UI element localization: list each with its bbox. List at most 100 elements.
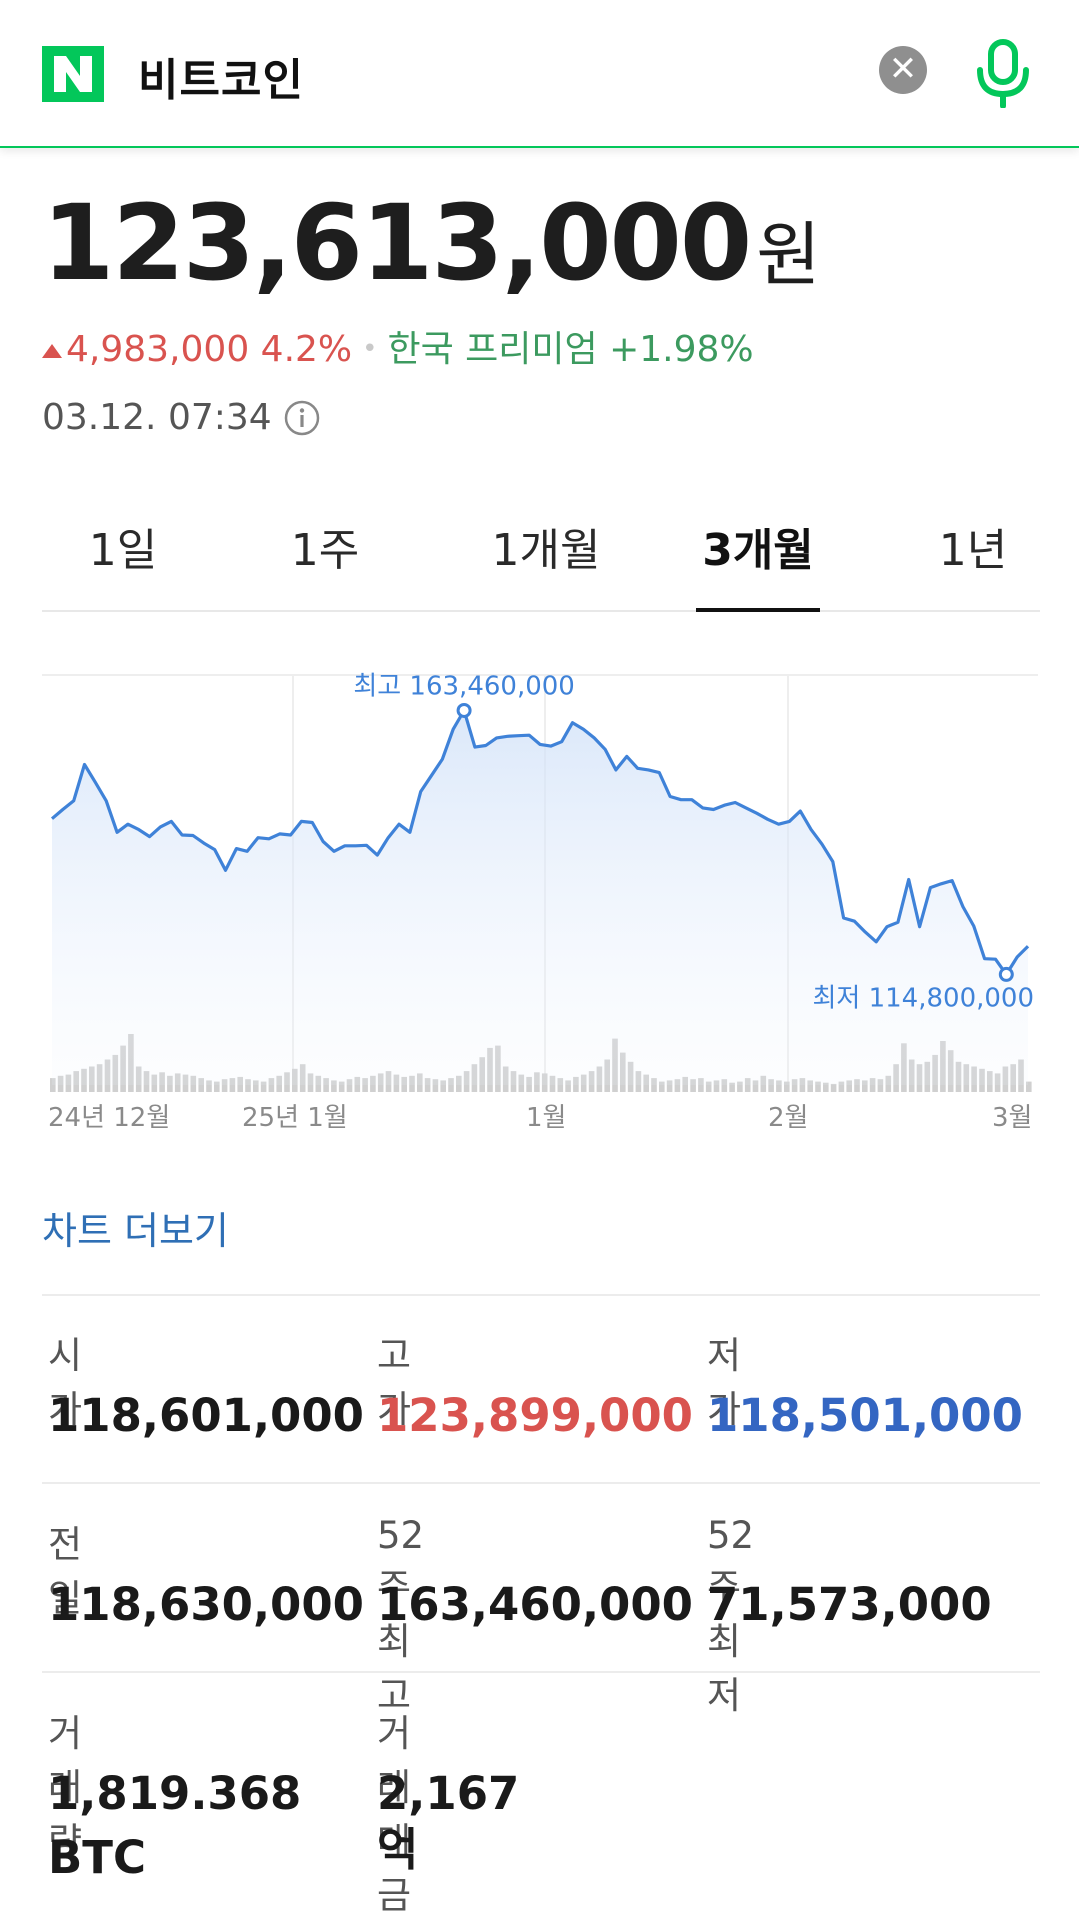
x-tick-label: 3월 — [992, 1103, 1032, 1133]
stat-open-value: 118,601,000 — [48, 1389, 364, 1442]
high-marker — [456, 702, 472, 718]
up-triangle-icon — [42, 344, 62, 358]
stat-trade-amount-value: 2,167억 — [377, 1767, 520, 1876]
price-chart[interactable]: 최고 163,460,000 최저 114,800,000 24년 12월 25… — [0, 640, 1079, 1160]
volume-bar — [791, 1079, 798, 1092]
chart-more-link[interactable]: 차트 더보기 — [42, 1209, 229, 1253]
stat-trade-amount-label: 거래대금 — [377, 1712, 412, 1917]
volume-bar — [557, 1078, 564, 1092]
volume-bar — [776, 1080, 782, 1092]
volume-bar — [432, 1079, 439, 1092]
korea-premium: 한국 프리미엄 +1.98% — [387, 329, 754, 370]
volume-bar — [815, 1081, 821, 1092]
volume-bar — [752, 1080, 759, 1092]
period-tabs: 1일 1주 1개월 3개월 1년 — [42, 520, 1040, 612]
stat-52w-high-value: 163,460,000 — [377, 1578, 693, 1631]
volume-bar — [651, 1078, 657, 1092]
volume-bar — [346, 1079, 353, 1092]
volume-bar — [448, 1078, 454, 1092]
stat-low-value: 118,501,000 — [707, 1389, 1023, 1442]
volume-bar — [768, 1079, 774, 1092]
price-change-row: 4,983,000 4.2% • 한국 프리미엄 +1.98% — [42, 326, 754, 373]
tab-3-months[interactable]: 3개월 — [696, 520, 820, 612]
volume-bar — [737, 1081, 743, 1092]
volume-bar — [206, 1080, 212, 1092]
volume-bar — [565, 1080, 571, 1092]
stat-high-label: 고가 — [377, 1334, 412, 1431]
stat-52w-low-label: 52주 최저 — [707, 1514, 755, 1717]
volume-bar — [838, 1081, 845, 1092]
x-tick-label: 2월 — [768, 1103, 808, 1133]
timestamp-row: 03.12. 07:34 — [42, 395, 320, 441]
price-value: 123,613,000 — [42, 182, 752, 304]
tab-1-week[interactable]: 1주 — [290, 525, 360, 576]
stat-52w-high-label: 52주 최고 — [377, 1514, 425, 1717]
volume-bar — [221, 1079, 228, 1092]
volume-bar — [698, 1078, 704, 1092]
volume-bar — [854, 1079, 860, 1092]
divider — [42, 1671, 1040, 1673]
search-query[interactable]: 비트코인 — [138, 55, 304, 106]
volume-bar — [830, 1083, 837, 1092]
x-tick-label: 24년 12월 — [48, 1103, 170, 1133]
volume-bar — [721, 1079, 728, 1092]
low-marker — [998, 966, 1014, 982]
volume-bar — [440, 1080, 446, 1092]
volume-bar — [50, 1078, 56, 1092]
divider — [42, 1294, 1040, 1296]
low-label: 최저 114,800,000 — [812, 983, 1034, 1013]
volume-bar — [323, 1078, 329, 1092]
volume-bar — [862, 1080, 868, 1092]
separator-dot: • — [362, 334, 378, 364]
volume-bar — [253, 1080, 259, 1092]
change-amount: 4,983,000 — [66, 329, 250, 370]
stat-open-label: 시가 — [48, 1334, 83, 1431]
naver-logo-icon[interactable] — [42, 46, 104, 102]
volume-bar — [362, 1078, 368, 1092]
clear-search-button[interactable]: ✕ — [879, 46, 927, 94]
volume-bar — [338, 1081, 345, 1092]
current-price: 123,613,000원 — [42, 188, 821, 310]
volume-bar — [674, 1079, 681, 1092]
price-area — [52, 710, 1028, 1085]
stat-52w-low-value: 71,573,000 — [707, 1578, 992, 1631]
volume-bar — [268, 1078, 275, 1092]
volume-bar — [823, 1082, 829, 1092]
stat-volume-value: 1,819.368 — [48, 1767, 302, 1820]
volume-bar — [807, 1080, 813, 1092]
microphone-icon[interactable] — [972, 38, 1034, 108]
stat-high-value: 123,899,000 — [377, 1389, 693, 1442]
volume-bar — [705, 1081, 712, 1092]
tab-1-year[interactable]: 1년 — [938, 525, 1008, 576]
volume-bar — [1026, 1081, 1032, 1092]
volume-bar — [690, 1079, 696, 1092]
volume-bar — [424, 1078, 431, 1092]
volume-bar — [260, 1081, 267, 1092]
stat-volume-label: 거래량 — [48, 1712, 83, 1863]
timestamp: 03.12. 07:34 — [42, 397, 272, 438]
volume-bar — [846, 1080, 852, 1092]
stat-volume-unit: BTC — [48, 1831, 147, 1884]
stat-prev-close-value: 118,630,000 — [48, 1578, 364, 1631]
price-line — [50, 708, 1030, 976]
stat-low-label: 저가 — [707, 1334, 742, 1431]
volume-bar — [869, 1078, 876, 1092]
x-tick-label: 25년 1월 — [242, 1103, 348, 1133]
high-label: 최고 163,460,000 — [353, 671, 575, 701]
volume-bar — [659, 1081, 665, 1092]
stat-prev-close-label: 전일 — [48, 1523, 83, 1620]
tab-1-day[interactable]: 1일 — [88, 525, 158, 576]
volume-bar — [744, 1078, 751, 1092]
volume-bar — [713, 1080, 720, 1092]
volume-bar — [245, 1079, 251, 1092]
volume-bar — [877, 1079, 884, 1092]
info-icon[interactable] — [284, 400, 320, 436]
volume-bar — [198, 1078, 204, 1092]
tab-1-month[interactable]: 1개월 — [491, 525, 601, 576]
volume-bar — [229, 1078, 236, 1092]
price-unit: 원 — [756, 214, 820, 296]
search-header: 비트코인 ✕ — [0, 0, 1079, 148]
volume-bar — [214, 1081, 220, 1092]
volume-bar — [666, 1080, 673, 1092]
volume-bar — [799, 1078, 806, 1092]
